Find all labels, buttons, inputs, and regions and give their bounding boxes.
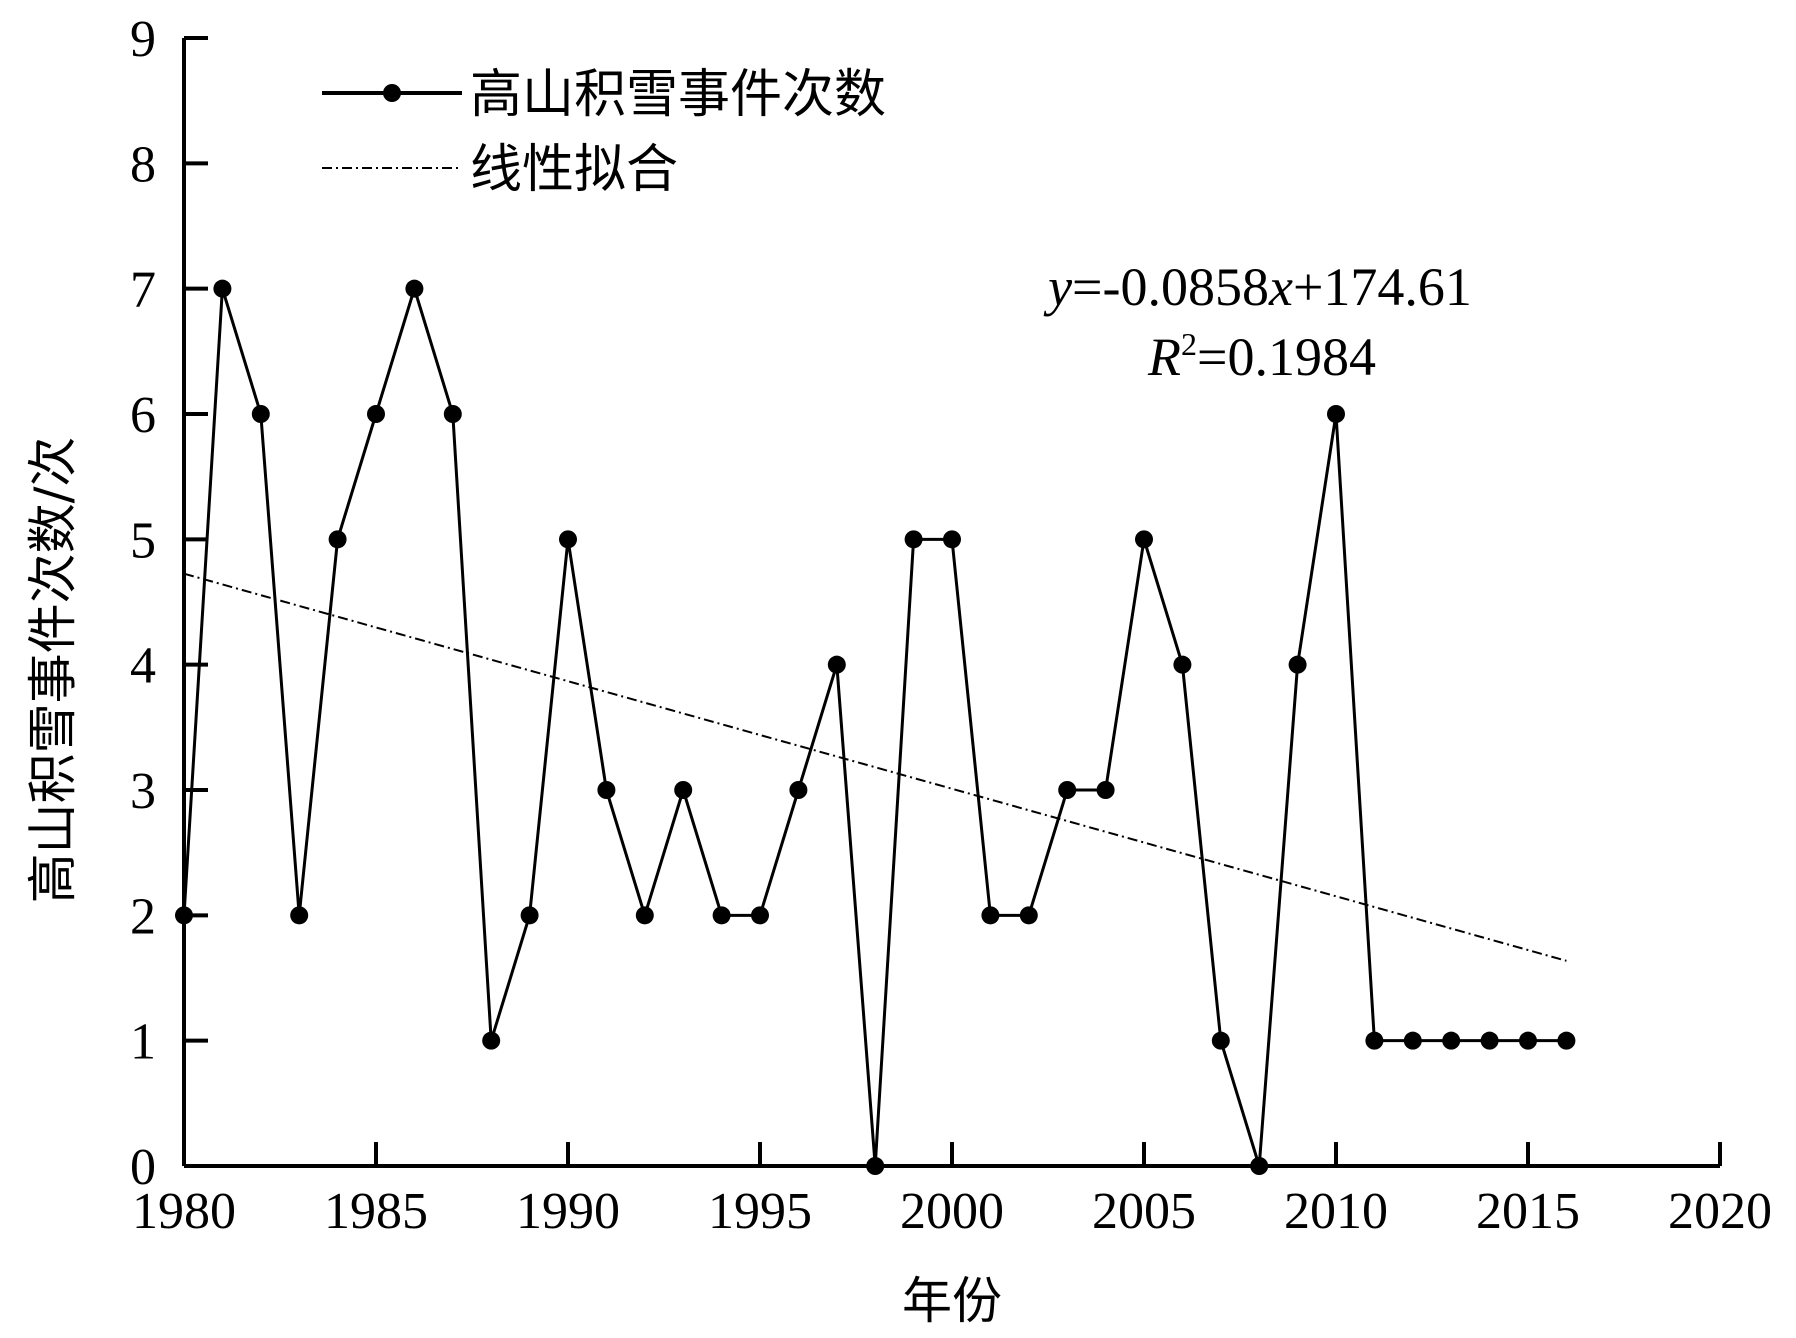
y-tick-label: 6 [130,387,156,444]
x-axis-title: 年份 [902,1272,1002,1330]
data-point [1211,1031,1230,1050]
axes [182,38,1720,1168]
x-tick-label: 2015 [1476,1183,1580,1240]
data-point [405,279,424,298]
equation-x: x [1268,257,1293,317]
y-tick-label: 0 [130,1139,156,1196]
series-layer [175,279,1576,1175]
series-line [182,283,1567,1167]
data-point [1250,1157,1269,1175]
data-point [251,405,270,423]
data-point [827,655,846,674]
data-point [866,1157,885,1175]
equation-intercept: +174.61 [1293,257,1472,317]
x-tick-label: 2000 [900,1183,1004,1240]
data-point [1288,655,1307,674]
data-point [520,906,539,925]
data-point [751,906,769,925]
data-point [1403,1031,1422,1050]
y-tick-label: 4 [130,638,156,695]
data-point [1365,1031,1384,1050]
data-point [597,781,616,799]
data-point [981,906,1000,925]
data-point [674,781,693,799]
data-point [290,906,309,925]
y-ticks: 0 1 2 3 4 5 6 7 8 9 [130,11,208,1196]
y-tick-label: 7 [130,262,156,319]
y-tick-label: 5 [130,512,156,569]
x-tick-label: 1990 [516,1183,620,1240]
data-point [213,279,232,298]
equation-y: y [1043,257,1072,317]
data-point [1442,1031,1461,1050]
r-squared-value: =0.1984 [1197,327,1376,387]
equation-slope: =-0.0858 [1072,257,1269,317]
regression-annotation: y=-0.0858x+174.61 R2=0.1984 [1043,257,1472,387]
r-squared-R: R [1147,327,1181,387]
data-point [1327,405,1345,423]
data-point [1135,530,1153,549]
y-tick-label: 1 [130,1014,156,1071]
y-tick-label: 2 [130,888,156,945]
data-point [482,1031,501,1050]
data-point [1173,655,1192,674]
x-tick-label: 1995 [708,1183,812,1240]
data-point [1096,781,1115,799]
y-tick-label: 3 [130,763,156,820]
legend: 高山积雪事件次数 线性拟合 [322,65,886,200]
x-ticks: 1980 1985 1990 1995 2000 2005 2010 2015 2020 [132,1142,1772,1240]
data-point [904,530,923,549]
data-point [1019,906,1038,925]
data-point [367,405,385,423]
data-point [443,405,462,423]
data-point [943,530,961,549]
y-tick-label: 9 [130,11,156,68]
data-point [328,530,347,549]
x-tick-label: 1980 [132,1183,236,1240]
legend-series-marker [383,84,401,102]
data-point [559,530,577,549]
x-tick-label: 2020 [1668,1183,1772,1240]
x-tick-label: 2005 [1092,1183,1196,1240]
x-tick-label: 2010 [1284,1183,1388,1240]
r-squared: R2=0.1984 [1147,326,1376,387]
data-point [635,906,654,925]
y-axis-title: 高山积雪事件次数/次 [24,437,82,904]
data-point [1519,1031,1537,1050]
r-squared-sup: 2 [1181,326,1197,362]
legend-trend-label: 线性拟合 [470,140,678,200]
data-point [789,781,808,799]
y-tick-label: 8 [130,136,156,193]
data-point [1058,781,1077,799]
data-point [1480,1031,1499,1050]
data-point [712,906,731,925]
legend-series-label: 高山积雪事件次数 [470,65,886,125]
regression-equation: y=-0.0858x+174.61 [1043,257,1472,317]
data-point [175,906,193,925]
data-point [1557,1031,1576,1050]
x-tick-label: 1985 [324,1183,428,1240]
